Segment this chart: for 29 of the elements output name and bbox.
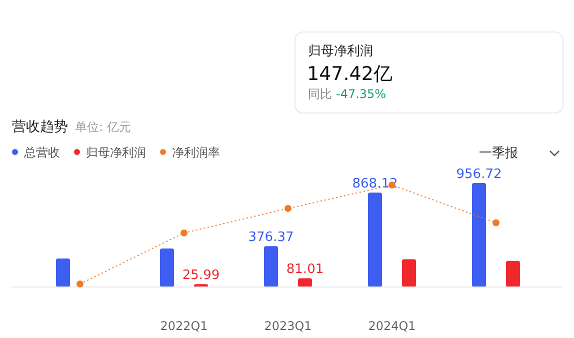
chart-title: 营收趋势 [12,119,68,135]
bar [506,260,520,287]
bar [402,259,416,287]
bar [56,258,70,287]
chart-subtitle: 单位: 亿元 [75,120,131,134]
text: 一季报 [479,146,518,161]
text: 147.42亿 [307,63,392,85]
text: 同比 [308,87,332,101]
legend-label: 归母净利润 [86,146,146,160]
point [180,229,188,236]
data-label: 956.72 [456,167,502,182]
legend-label: 总营收 [23,146,60,160]
text: 归母净利润 [308,44,373,59]
bar [298,278,312,287]
x-tick-label: 2024Q1 [368,319,416,333]
bar [472,183,486,287]
data-label: 376.37 [248,230,294,246]
data-label: 25.99 [182,268,220,284]
bar [160,248,174,287]
x-tick-label: 2022Q1 [160,319,208,333]
legend-label: 净利润率 [172,146,220,160]
point [492,219,500,226]
point [76,280,84,288]
text: -47.35% [336,87,386,101]
x-tick-label: 2023Q1 [264,319,312,333]
bar [264,246,278,287]
data-label: 81.01 [286,262,324,278]
bar [368,192,382,287]
point [284,204,292,212]
